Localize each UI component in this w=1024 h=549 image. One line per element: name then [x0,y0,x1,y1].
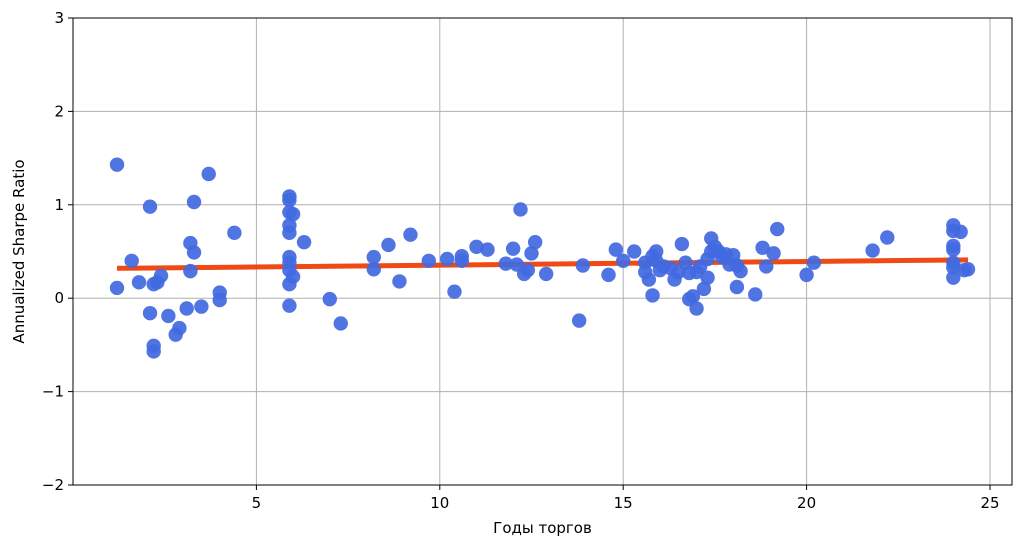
data-point [186,194,202,210]
data-point [392,274,407,289]
data-point [700,270,715,285]
data-point [285,206,301,222]
data-point [227,225,242,241]
plot-area-frame [72,17,1013,486]
x-tick-label: 5 [252,494,262,512]
data-point [505,241,521,256]
data-point [131,275,147,290]
data-point [865,243,880,258]
x-tick-label: 25 [980,494,999,512]
data-point [946,255,961,270]
data-point [641,272,657,287]
data-point [282,192,297,208]
data-point [296,234,312,250]
y-tick-label: 2 [54,102,64,120]
data-point [498,256,514,271]
data-point [946,242,961,257]
data-point [748,287,763,302]
data-point [403,227,418,242]
data-point [322,291,337,307]
data-point [520,262,536,278]
data-point [626,244,642,259]
data-point [109,157,125,172]
data-point [186,245,202,260]
data-point [524,246,539,261]
y-tick-label: 0 [54,289,64,307]
data-point [179,301,194,316]
data-point [146,344,161,359]
data-point [439,251,455,267]
data-point [880,230,895,245]
y-tick-label: 3 [54,9,64,27]
data-point [685,289,701,304]
trend-line [116,257,969,271]
axis-ticks: 5 10 15 20 25 −2 −1 0 1 2 3 [42,9,1000,512]
data-point [480,242,495,257]
data-point [729,279,745,295]
data-points [109,157,976,359]
y-axis-label: Annualized Sharpe Ratio [10,159,28,343]
data-point [172,320,187,336]
data-point [674,236,690,252]
data-point [960,262,976,277]
data-point [645,288,660,303]
data-point [282,298,297,313]
data-point [575,258,591,273]
data-point [381,237,396,253]
data-point [615,253,631,269]
data-point [538,266,554,282]
data-point [799,267,814,283]
data-point [696,281,712,297]
data-point [770,221,785,237]
x-tick-label: 20 [797,494,816,512]
data-point [766,246,781,261]
data-point [755,240,770,255]
data-point [282,225,297,241]
data-point [759,259,774,274]
data-point [366,249,381,265]
data-point [806,255,822,270]
y-tick-label: 1 [54,196,64,214]
data-point [527,234,543,250]
data-point [109,280,125,296]
data-point [183,263,198,279]
data-point [142,305,158,321]
data-point [153,268,169,283]
x-tick-label: 15 [614,494,633,512]
data-point [212,292,227,308]
data-point [194,299,209,314]
data-point [513,202,528,217]
data-point [161,308,176,324]
trend-line-group [116,257,969,271]
data-point [454,253,470,269]
data-point [601,267,616,283]
data-point [285,269,301,284]
x-axis-label: Годы торгов [493,519,592,537]
data-point [142,199,158,214]
data-point [124,253,139,269]
data-point [469,239,484,255]
data-point [421,253,436,269]
y-tick-label: −2 [42,476,64,494]
data-point [366,262,381,277]
data-point [953,224,968,240]
data-point [608,242,624,257]
data-point [201,166,216,182]
y-tick-label: −1 [42,383,64,401]
data-point [946,270,961,285]
data-point [333,316,348,331]
x-tick-label: 10 [430,494,449,512]
data-point [689,301,704,316]
data-point [733,263,748,279]
data-point [447,284,462,299]
data-point [571,313,587,328]
